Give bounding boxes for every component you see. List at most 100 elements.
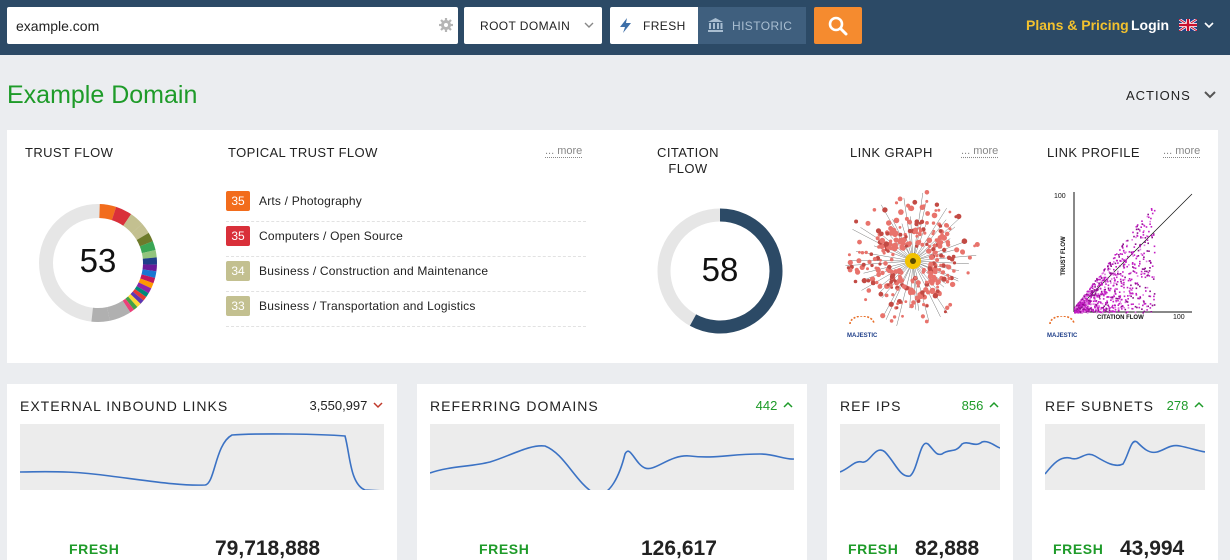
stat-card-referring-domains[interactable]: REFERRING DOMAINS 442 FRESH 126,617 <box>417 384 807 560</box>
link-profile-point <box>1095 309 1097 311</box>
majestic-logo-2-arc <box>1049 316 1075 324</box>
link-profile-point <box>1082 309 1084 312</box>
scope-select[interactable]: ROOT DOMAIN <box>464 7 602 44</box>
link-profile-point <box>1089 301 1092 303</box>
actions-chevron-down-icon[interactable] <box>1203 88 1217 102</box>
link-profile-point <box>1098 295 1101 297</box>
trust-flow-value: 53 <box>79 242 117 279</box>
link-profile-point <box>1142 234 1145 236</box>
link-profile-point <box>1123 306 1125 309</box>
actions-menu-button[interactable]: ACTIONS <box>1126 88 1191 103</box>
link-profile-more-link[interactable]: ... more <box>1163 145 1201 157</box>
trust-flow-segment <box>138 278 154 289</box>
link-graph-node <box>922 303 926 307</box>
topical-trust-flow-row[interactable]: 34 Business / Construction and Maintenanc… <box>226 257 586 292</box>
link-profile-point <box>1090 310 1093 312</box>
link-profile-point <box>1089 287 1092 290</box>
search-input[interactable] <box>16 16 416 36</box>
link-profile-point <box>1090 307 1092 310</box>
link-graph-node <box>974 242 980 247</box>
link-graph-node <box>898 226 902 229</box>
link-graph-node <box>876 272 881 278</box>
stat-card-ref-subnets[interactable]: REF SUBNETS 278 FRESH 43,994 <box>1032 384 1218 560</box>
link-profile-point <box>1129 292 1131 294</box>
topic-label: Business / Construction and Maintenance <box>259 264 489 278</box>
link-profile-point <box>1097 308 1099 310</box>
link-profile-point <box>1125 240 1128 242</box>
link-graph-image[interactable] <box>845 182 995 337</box>
topical-trust-flow-more-link[interactable]: ... more <box>545 145 583 157</box>
link-profile-point <box>1119 253 1122 255</box>
link-profile-point <box>1097 293 1099 295</box>
topic-score-badge: 35 <box>226 191 250 211</box>
topical-trust-flow-row[interactable]: 33 Business / Transportation and Logistic… <box>226 292 586 327</box>
link-profile-point <box>1103 279 1105 282</box>
link-profile-point <box>1138 297 1141 300</box>
link-profile-point <box>1094 306 1096 309</box>
search-box[interactable] <box>7 7 458 44</box>
link-profile-point <box>1074 311 1076 313</box>
trust-flow-segment <box>136 282 152 294</box>
stat-card-ref-ips[interactable]: REF IPS 856 FRESH 82,888 <box>827 384 1013 560</box>
link-profile-point <box>1114 257 1116 259</box>
link-profile-point <box>1149 223 1151 225</box>
link-profile-point <box>1123 266 1126 269</box>
link-graph-node <box>898 274 902 279</box>
link-profile-point <box>1090 295 1092 297</box>
language-chevron-down-icon[interactable] <box>1203 19 1215 31</box>
link-graph-node <box>941 235 947 241</box>
link-profile-point <box>1079 310 1081 313</box>
link-profile-point <box>1101 293 1103 296</box>
topical-trust-flow-row[interactable]: 35 Computers / Open Source <box>226 222 586 257</box>
link-graph-node <box>877 245 881 249</box>
link-profile-scatter[interactable] <box>1070 190 1195 314</box>
link-graph-node <box>847 253 851 257</box>
link-profile-point <box>1141 308 1143 310</box>
link-profile-point <box>1117 310 1120 312</box>
link-profile-point <box>1086 299 1088 302</box>
link-profile-point <box>1087 302 1089 305</box>
link-graph-node <box>948 210 952 214</box>
gear-icon[interactable] <box>438 17 454 33</box>
fresh-index-button[interactable]: FRESH <box>610 7 698 44</box>
link-graph-node <box>891 252 895 257</box>
trust-flow-donut[interactable] <box>37 202 159 324</box>
link-profile-point <box>1130 303 1133 306</box>
link-graph-node <box>891 293 895 297</box>
citation-flow-donut[interactable] <box>656 207 784 335</box>
link-profile-point <box>1099 293 1102 296</box>
link-graph-node <box>947 276 951 281</box>
link-profile-point <box>1107 266 1109 269</box>
sparkline-chart <box>1045 424 1205 490</box>
link-graph-more-link[interactable]: ... more <box>961 145 999 157</box>
stat-card-external-inbound-links[interactable]: EXTERNAL INBOUND LINKS 3,550,997 FRESH 7… <box>7 384 397 560</box>
uk-flag-icon[interactable] <box>1179 19 1197 31</box>
link-profile-point <box>1106 302 1109 304</box>
topical-trust-flow-row[interactable]: 35 Arts / Photography <box>226 187 586 222</box>
link-graph-node <box>897 196 903 202</box>
link-profile-point <box>1109 262 1111 264</box>
link-profile-point <box>1089 298 1091 300</box>
link-profile-point <box>1150 217 1152 220</box>
search-button[interactable] <box>814 7 862 44</box>
link-graph-node <box>904 235 908 239</box>
link-profile-point <box>1098 282 1100 284</box>
link-profile-point <box>1095 300 1097 303</box>
link-profile-point <box>1094 293 1097 295</box>
link-profile-point <box>1107 296 1110 298</box>
link-graph-node <box>904 300 908 303</box>
link-graph-node <box>907 219 913 225</box>
trust-flow-segment <box>131 223 149 241</box>
trust-flow-segment <box>130 291 144 304</box>
historic-index-button[interactable]: HISTORIC <box>698 7 806 44</box>
link-graph-node <box>918 232 922 237</box>
link-profile-point <box>1114 289 1116 291</box>
link-graph-node <box>918 226 922 230</box>
link-graph-node <box>882 207 888 213</box>
link-graph-node <box>879 258 882 262</box>
link-graph-node <box>886 220 892 226</box>
plans-pricing-link[interactable]: Plans & Pricing <box>1026 17 1129 33</box>
login-link[interactable]: Login <box>1131 17 1170 33</box>
citation-flow-value: 58 <box>701 251 739 288</box>
link-profile-point <box>1144 237 1147 239</box>
